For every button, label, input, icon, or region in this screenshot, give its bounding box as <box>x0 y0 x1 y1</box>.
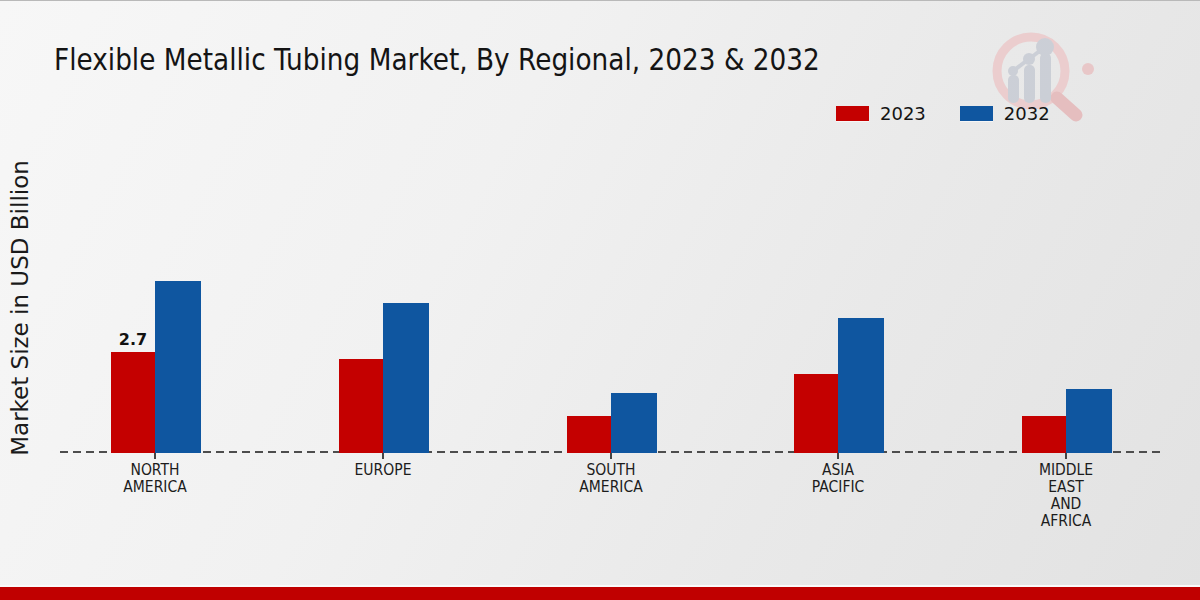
x-axis-tick-middle-east-and-africa <box>1065 453 1067 459</box>
legend-label-2032: 2032 <box>1004 103 1050 124</box>
legend-swatch-2023 <box>836 106 869 121</box>
plot-area: 2.7 NORTH AMERICA EUROPE SOUTH AMERICA ASIA … <box>0 1 1200 600</box>
bar-2023-europe <box>339 359 383 453</box>
bar-2032-asia-pacific <box>838 318 884 453</box>
bar-2023-south-america <box>567 416 611 453</box>
legend-item-2023: 2023 <box>836 103 926 124</box>
bar-2032-north-america <box>155 281 201 453</box>
bar-value-label-2023-north-america: 2.7 <box>111 330 155 349</box>
legend-swatch-2032 <box>960 106 993 121</box>
x-axis-tick-north-america <box>154 453 156 459</box>
x-axis-tick-europe <box>382 453 384 459</box>
bar-2023-asia-pacific <box>794 374 838 453</box>
legend: 2023 2032 <box>836 103 1050 124</box>
bar-2023-north-america <box>111 352 155 453</box>
x-axis-label-europe: EUROPE <box>311 462 455 479</box>
bar-2023-middle-east-and-africa <box>1022 416 1066 453</box>
x-axis-label-middle-east-and-africa: MIDDLE EAST AND AFRICA <box>994 462 1138 530</box>
x-axis-tick-south-america <box>610 453 612 459</box>
chart-canvas: Flexible Metallic Tubing Market, By Regi… <box>0 0 1200 600</box>
legend-item-2032: 2032 <box>960 103 1050 124</box>
x-axis-label-north-america: NORTH AMERICA <box>83 462 227 496</box>
bar-2032-south-america <box>611 393 657 453</box>
x-axis-tick-asia-pacific <box>837 453 839 459</box>
bar-2032-europe <box>383 303 429 453</box>
x-axis-label-asia-pacific: ASIA PACIFIC <box>766 462 910 496</box>
bar-2032-middle-east-and-africa <box>1066 389 1112 453</box>
x-axis-label-south-america: SOUTH AMERICA <box>539 462 683 496</box>
legend-label-2023: 2023 <box>880 103 926 124</box>
